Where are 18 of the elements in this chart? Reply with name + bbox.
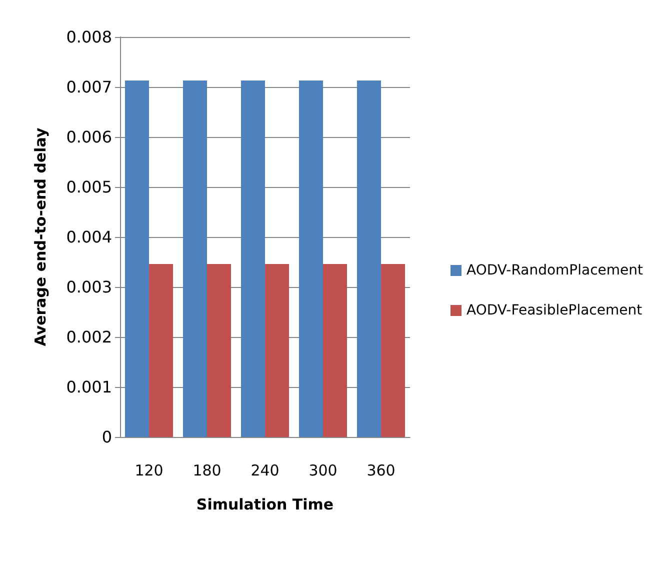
y-tick-label: 0.003 — [66, 278, 112, 296]
legend-label: AODV-RandomPlacement — [466, 262, 644, 278]
y-tick-label: 0.001 — [66, 378, 112, 396]
y-tick-label: 0.002 — [66, 328, 112, 346]
x-tick-label: 360 — [366, 462, 396, 480]
x-tick-label: 120 — [134, 462, 164, 480]
y-tick-label: 0 — [102, 428, 112, 446]
x-tick-label: 240 — [250, 462, 280, 480]
y-tick-label: 0.005 — [66, 178, 112, 196]
x-tick-label: 180 — [192, 462, 222, 480]
x-tick-label: 300 — [308, 462, 338, 480]
y-tick-label: 0.004 — [66, 228, 112, 246]
x-axis-title: Simulation Time — [196, 496, 334, 514]
y-tick-label: 0.008 — [66, 28, 112, 46]
y-axis-title: Average end-to-end delay — [32, 128, 50, 346]
legend-label: AODV-FeasiblePlacement — [466, 302, 643, 318]
y-tick-label: 0.006 — [66, 128, 112, 146]
y-tick-label: 0.007 — [66, 78, 112, 96]
